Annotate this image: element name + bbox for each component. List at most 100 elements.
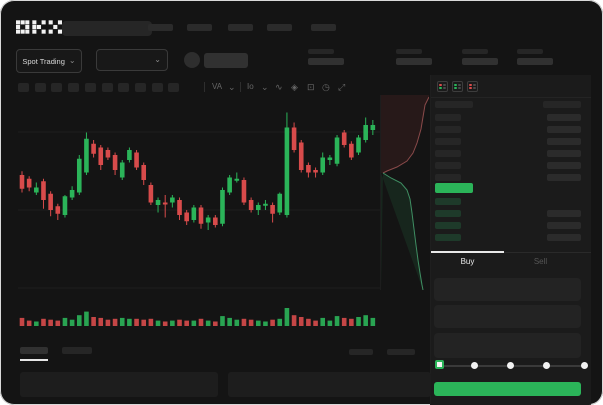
volume-bar [255,320,261,326]
candle-body [227,177,232,193]
candle-body [198,207,204,224]
candle-body [127,150,132,160]
candle-body [341,132,347,145]
trading-mode-dropdown[interactable]: Spot Trading ⌄ [16,49,82,73]
ask-price-placeholder [435,162,461,169]
orderbook-icon-dot [439,87,442,90]
volume-bar [227,317,232,326]
candle-body [327,157,333,160]
nav-item-placeholder[interactable] [187,24,212,31]
last-price-indicator [435,183,473,193]
price-field[interactable] [434,278,581,301]
panel-divider [431,97,591,98]
depth-profile-chart [380,95,429,290]
orderbook-icon-dot [469,83,472,86]
interval-button-placeholder[interactable] [134,83,146,92]
candle-body [248,200,254,210]
depth-asks-area [381,95,429,173]
nav-item-placeholder[interactable] [267,24,292,31]
candle-body [284,127,290,215]
candle-body [62,196,68,215]
indicator-dropdown-label[interactable]: VA [212,82,223,91]
volume-bar [105,319,111,326]
volume-bar [205,320,211,326]
candle-body [105,150,111,158]
volume-bar [98,317,104,326]
nav-item-placeholder[interactable] [228,24,253,31]
interval-button-placeholder[interactable] [151,83,163,92]
chevron-down-icon[interactable]: ⌄ [228,82,236,92]
slider-stop-dot[interactable] [471,362,478,369]
interval-button-placeholder[interactable] [18,83,29,92]
total-field[interactable] [434,333,581,358]
interval-button-placeholder[interactable] [51,83,63,92]
candle-body [148,185,154,203]
interval-button-placeholder[interactable] [101,83,113,92]
candle-body [134,152,139,168]
orderbook-icon-line [443,87,446,90]
bottom-right-placeholder[interactable] [349,349,373,355]
volume-bar [162,321,168,326]
depth-asks-curve [382,96,429,174]
slider-stop-dot[interactable] [543,362,550,369]
tab-buy[interactable]: Buy [431,253,504,269]
amount-field[interactable] [434,305,581,328]
search-input[interactable] [62,21,152,36]
candle-body [84,138,89,173]
interval-button-placeholder[interactable] [34,83,46,92]
fullscreen-icon[interactable]: ⤢ [338,82,346,92]
volume-bar [213,321,218,326]
ask-amount-placeholder [547,138,581,145]
tab-sell[interactable]: Sell [504,253,577,269]
candle-body [119,162,125,178]
history-icon[interactable]: ◷ [322,82,330,92]
tab-divider [504,252,591,253]
slider-stop-dot[interactable] [507,362,514,369]
candlestick-chart[interactable] [18,105,380,333]
pair-selector-dropdown[interactable]: ⌄ [96,49,168,71]
bottom-tab-order-history[interactable] [62,347,92,354]
orderbook-icon-row [439,83,446,86]
volume-bar [34,321,39,326]
orders-table-panel [228,372,431,397]
orderbook-icon-row [454,87,461,90]
candle-body [141,165,147,180]
volume-bar [141,319,147,326]
drawing-tool-icon[interactable]: ∿ [275,82,283,92]
orderbook-icon-line [458,87,461,90]
bid-price-placeholder [435,234,461,241]
camera-icon[interactable]: ⊡ [307,82,315,92]
candle-body [220,190,225,224]
tab-buy-label: Buy [460,256,475,266]
volume-bar [76,315,82,326]
buy-submit-button[interactable] [434,382,581,396]
candle-body [320,157,326,173]
interval-button-placeholder[interactable] [68,83,80,92]
ask-amount-placeholder [547,162,581,169]
slider-stop-dot[interactable] [581,362,588,369]
slider-handle[interactable] [435,360,444,369]
bottom-right-placeholder[interactable] [387,349,415,355]
interval-button-placeholder[interactable] [84,83,96,92]
bid-price-placeholder [435,222,461,229]
interval-button-placeholder[interactable] [168,83,180,92]
orderbook-icon-line [473,83,476,86]
orderbook-asks-icon[interactable] [467,81,478,92]
active-tab-indicator [431,251,504,253]
interval-button-placeholder[interactable] [118,83,130,92]
ask-price-placeholder [435,114,461,121]
chevron-down-icon[interactable]: ⌄ [261,82,269,92]
chevron-down-icon: ⌄ [68,56,76,65]
bottom-tab-open-orders[interactable] [20,347,48,354]
eraser-icon[interactable]: ◈ [291,82,298,92]
candle-body [313,170,318,173]
nav-item-placeholder[interactable] [311,24,336,31]
orderbook-combined-icon[interactable] [437,81,448,92]
volume-bar [234,319,240,326]
volume-bar [55,320,61,326]
orderbook-bids-icon[interactable] [452,81,463,92]
pair-name-placeholder[interactable] [204,53,248,68]
toolbar-divider [204,82,205,92]
nav-item-placeholder[interactable] [148,24,173,31]
chart-type-dropdown-label[interactable]: Io [247,82,254,91]
